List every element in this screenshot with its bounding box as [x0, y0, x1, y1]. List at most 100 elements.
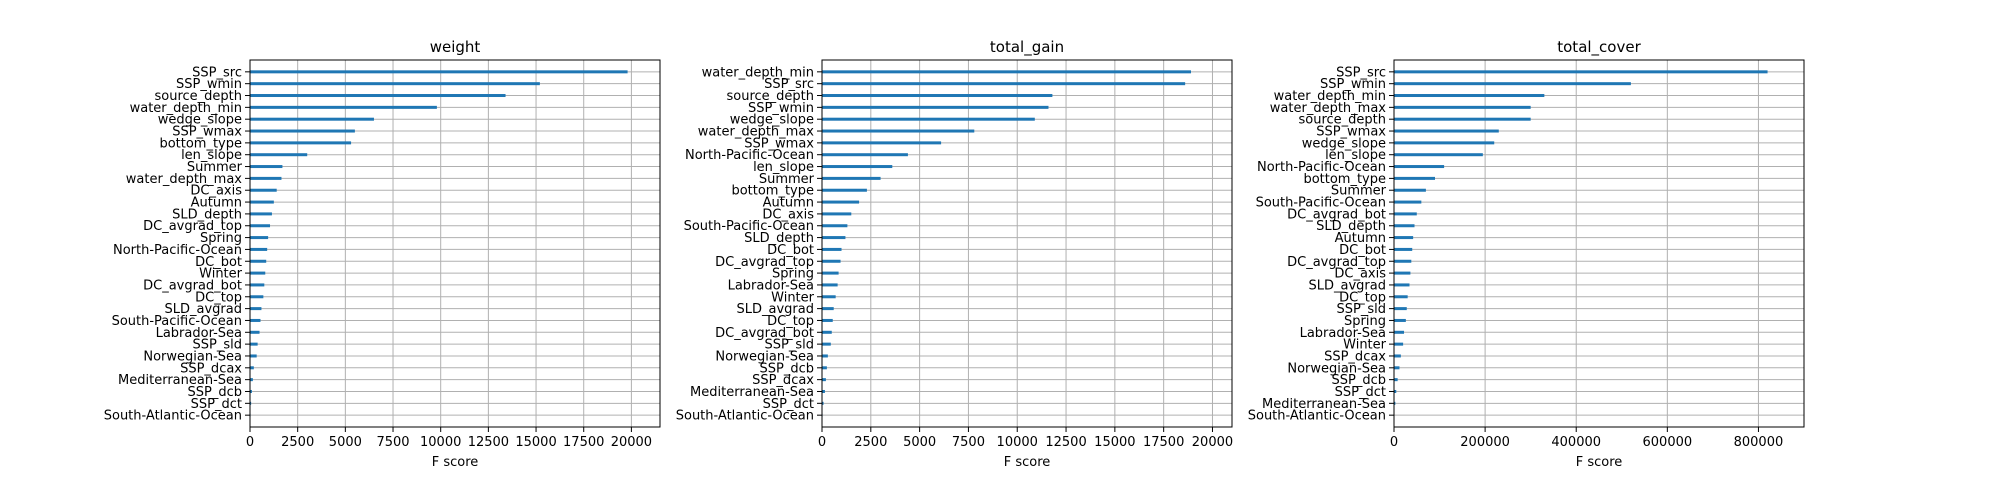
x-tick-label: 15000	[1094, 435, 1135, 450]
bar-Winter	[822, 295, 836, 298]
bar-SSP_dcb	[1394, 378, 1398, 381]
bar-SSP_wmax	[1394, 130, 1499, 133]
bar-SLD_depth	[1394, 224, 1415, 227]
x-tick-label: 5000	[329, 435, 362, 450]
bar-North-Pacific-Ocean	[250, 248, 267, 251]
bar-wedge_slope	[250, 118, 374, 121]
bar-DC_axis	[250, 189, 277, 192]
bar-SSP_dcax	[822, 378, 826, 381]
x-tick-label: 0	[818, 435, 826, 450]
x-tick-label: 12500	[468, 435, 509, 450]
x-tick-label: 200000	[1460, 435, 1510, 450]
x-tick-label: 2500	[281, 435, 314, 450]
bar-SLD_avgrad	[822, 307, 834, 310]
x-axis-label: F score	[1004, 455, 1051, 470]
bar-SLD_depth	[822, 236, 845, 239]
x-tick-label: 10000	[997, 435, 1038, 450]
bar-source_depth	[250, 94, 506, 97]
bar-SSP_src	[250, 70, 628, 73]
bar-DC_bot	[1394, 248, 1412, 251]
bar-Summer	[250, 165, 282, 168]
bar-SSP_wmin	[250, 82, 540, 85]
x-tick-label: 800000	[1734, 435, 1784, 450]
bar-South-Pacific-Ocean	[250, 319, 260, 322]
bar-South-Pacific-Ocean	[1394, 201, 1421, 204]
bar-water_depth_min	[822, 70, 1191, 73]
bar-SSP_dcax	[250, 366, 254, 369]
bar-SSP_src	[822, 82, 1185, 85]
x-tick-label: 7500	[952, 435, 985, 450]
bar-SSP_sld	[822, 343, 831, 346]
bar-DC_top	[1394, 295, 1408, 298]
bar-Norwegian-Sea	[250, 354, 257, 357]
x-tick-label: 7500	[376, 435, 409, 450]
bar-bottom_type	[250, 141, 351, 144]
bar-SSP_wmin	[822, 106, 1048, 109]
x-tick-label: 2500	[854, 435, 887, 450]
x-tick-label: 20000	[611, 435, 652, 450]
bar-Summer	[822, 177, 881, 180]
y-tick-label: South-Atlantic-Ocean	[676, 409, 814, 424]
bar-DC_axis	[1394, 272, 1410, 275]
bar-SLD_avgrad	[250, 307, 261, 310]
x-tick-label: 400000	[1551, 435, 1601, 450]
x-tick-label: 600000	[1643, 435, 1693, 450]
bar-water_depth_min	[250, 106, 437, 109]
bar-DC_bot	[822, 248, 842, 251]
bar-Spring	[822, 272, 839, 275]
bar-DC_axis	[822, 212, 851, 215]
x-axis-label: F score	[432, 455, 479, 470]
bar-South-Pacific-Ocean	[822, 224, 847, 227]
bar-DC_avgrad_bot	[1394, 212, 1417, 215]
bar-len_slope	[1394, 153, 1483, 156]
bar-DC_bot	[250, 260, 266, 263]
bar-water_depth_min	[1394, 94, 1544, 97]
bar-Winter	[1394, 343, 1403, 346]
bar-wedge_slope	[1394, 141, 1494, 144]
bar-North-Pacific-Ocean	[1394, 165, 1444, 168]
bar-SSP_wmax	[822, 141, 941, 144]
x-tick-label: 17500	[1143, 435, 1184, 450]
x-tick-label: 12500	[1045, 435, 1086, 450]
bar-SLD_avgrad	[1394, 283, 1409, 286]
chart-title: weight	[430, 38, 481, 56]
x-tick-label: 0	[246, 435, 254, 450]
bar-DC_avgrad_top	[1394, 260, 1411, 263]
chart-title: total_gain	[990, 38, 1064, 57]
bar-Winter	[250, 272, 265, 275]
bar-Summer	[1394, 189, 1426, 192]
x-tick-label: 15000	[515, 435, 556, 450]
bar-Labrador-Sea	[822, 283, 838, 286]
bar-len_slope	[822, 165, 892, 168]
axes-frame	[822, 60, 1232, 427]
x-tick-label: 17500	[563, 435, 604, 450]
bar-len_slope	[250, 153, 307, 156]
bar-DC_top	[250, 295, 263, 298]
bar-Labrador-Sea	[1394, 331, 1404, 334]
bar-DC_avgrad_bot	[250, 283, 264, 286]
x-tick-label: 0	[1390, 435, 1398, 450]
bar-SSP_wmin	[1394, 82, 1631, 85]
y-tick-label: South-Atlantic-Ocean	[104, 409, 242, 424]
bar-water_depth_max	[1394, 106, 1531, 109]
bar-DC_avgrad_top	[250, 224, 270, 227]
axes-frame	[250, 60, 660, 427]
y-tick-label: South-Atlantic-Ocean	[1248, 409, 1386, 424]
bar-DC_top	[822, 319, 833, 322]
bar-SLD_depth	[250, 212, 272, 215]
bar-Spring	[1394, 319, 1406, 322]
bar-Norwegian-Sea	[822, 354, 828, 357]
bar-SSP_src	[1394, 70, 1768, 73]
bar-water_depth_max	[822, 130, 974, 133]
bar-North-Pacific-Ocean	[822, 153, 908, 156]
x-tick-label: 20000	[1192, 435, 1233, 450]
bar-SSP_dcax	[1394, 354, 1401, 357]
bar-Autumn	[822, 201, 859, 204]
bar-SSP_sld	[250, 343, 258, 346]
bar-source_depth	[1394, 118, 1531, 121]
